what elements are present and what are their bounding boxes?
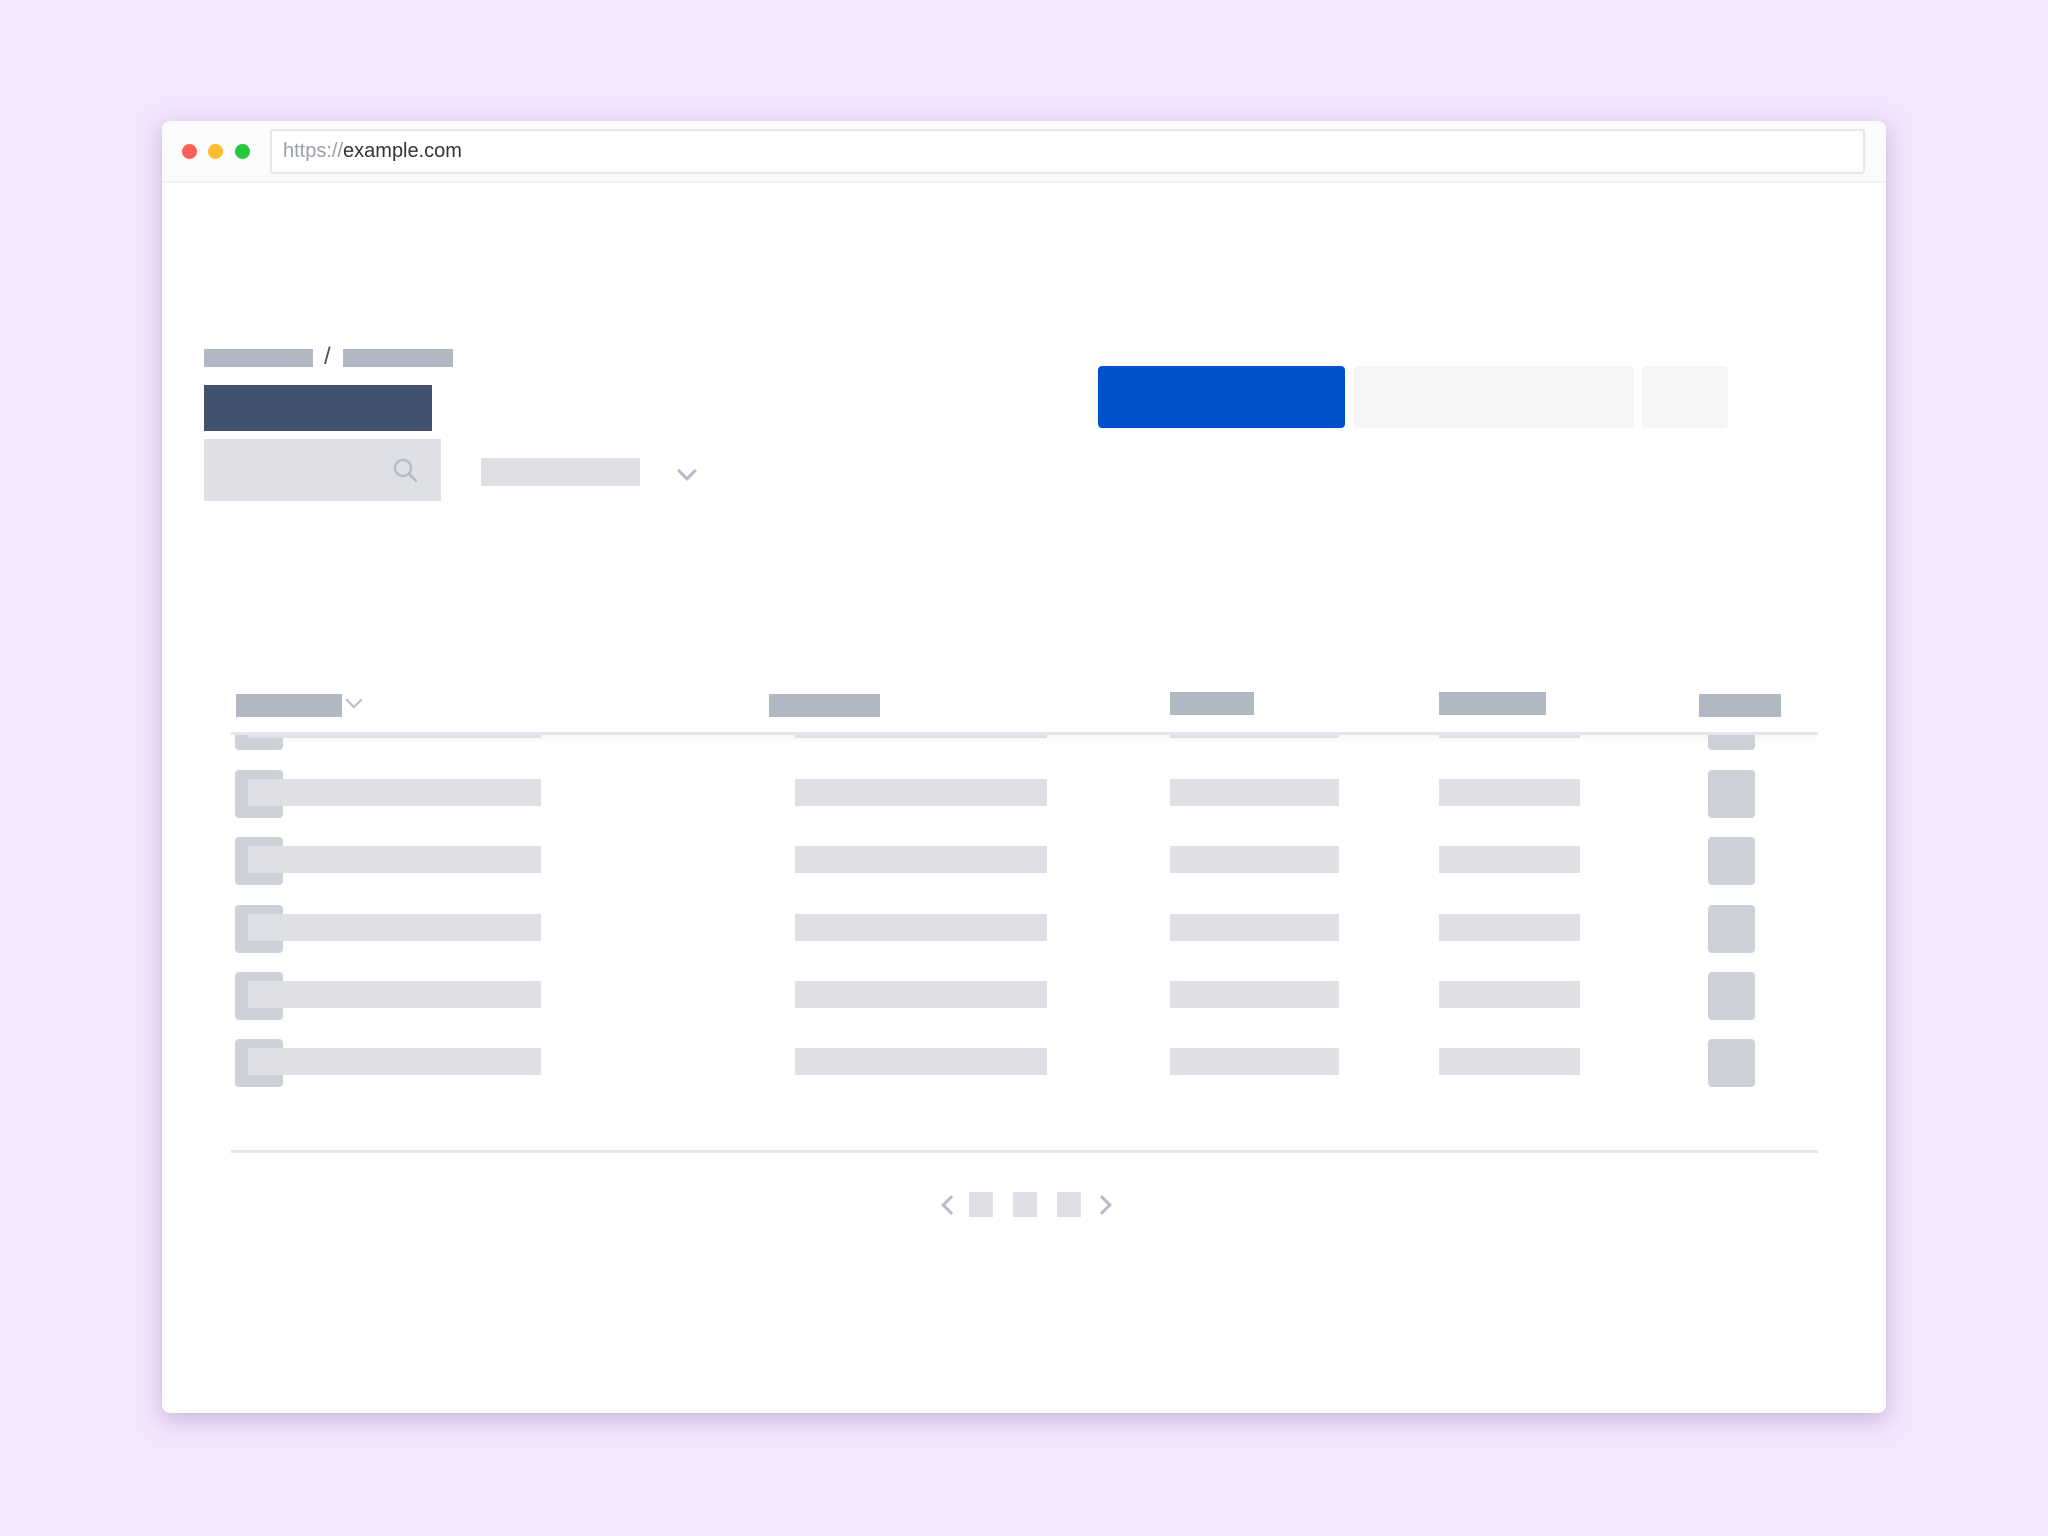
page-button[interactable] bbox=[1057, 1192, 1081, 1217]
chevron-down-icon[interactable] bbox=[345, 691, 363, 709]
cell-3 bbox=[1170, 846, 1339, 874]
chevron-down-icon[interactable] bbox=[677, 461, 697, 481]
cell-1 bbox=[248, 778, 541, 806]
cell-3 bbox=[1170, 778, 1339, 806]
cell-3 bbox=[1170, 913, 1339, 941]
table-row[interactable] bbox=[231, 898, 1818, 965]
secondary-button[interactable] bbox=[1354, 366, 1634, 428]
filter-dropdown[interactable] bbox=[481, 458, 640, 486]
row-avatar bbox=[235, 735, 283, 751]
url-host: example.com bbox=[343, 140, 462, 162]
row-action[interactable] bbox=[1708, 904, 1755, 953]
row-action[interactable] bbox=[1708, 1039, 1755, 1088]
address-bar[interactable]: https://example.com bbox=[270, 129, 1865, 174]
cell-1 bbox=[248, 1048, 541, 1076]
cell-2 bbox=[795, 913, 1047, 941]
close-window-button[interactable] bbox=[182, 144, 197, 159]
cell-4 bbox=[1439, 981, 1580, 1008]
cell-4 bbox=[1439, 735, 1580, 739]
browser-window: https://example.com / bbox=[162, 121, 1886, 1413]
column-header-3[interactable] bbox=[1170, 692, 1254, 715]
more-button[interactable] bbox=[1642, 366, 1728, 428]
table-footer-divider bbox=[231, 1150, 1818, 1153]
cell-4 bbox=[1439, 778, 1580, 806]
column-header-4[interactable] bbox=[1439, 692, 1546, 715]
column-header-1[interactable] bbox=[236, 694, 342, 717]
cell-4 bbox=[1439, 913, 1580, 941]
page-title bbox=[204, 385, 432, 431]
cell-1 bbox=[248, 913, 541, 941]
table-header-divider bbox=[231, 732, 1818, 735]
cell-2 bbox=[795, 735, 1047, 739]
table-body[interactable] bbox=[231, 735, 1818, 1151]
breadcrumb-separator: / bbox=[324, 343, 331, 370]
table-row[interactable] bbox=[231, 830, 1818, 897]
cell-1 bbox=[248, 981, 541, 1008]
cell-3 bbox=[1170, 735, 1339, 739]
cell-3 bbox=[1170, 981, 1339, 1008]
page-button[interactable] bbox=[969, 1192, 993, 1217]
search-icon bbox=[393, 458, 418, 483]
cell-1 bbox=[248, 735, 541, 739]
cell-3 bbox=[1170, 1048, 1339, 1076]
table-row[interactable] bbox=[231, 1032, 1818, 1099]
maximize-window-button[interactable] bbox=[235, 144, 250, 159]
primary-button[interactable] bbox=[1098, 366, 1345, 428]
column-header-2[interactable] bbox=[769, 694, 880, 717]
cell-2 bbox=[795, 1048, 1047, 1076]
table-row[interactable] bbox=[231, 965, 1818, 1032]
column-header-5[interactable] bbox=[1699, 694, 1781, 717]
breadcrumb-item-1[interactable] bbox=[204, 349, 313, 367]
row-action[interactable] bbox=[1708, 769, 1755, 818]
cell-1 bbox=[248, 846, 541, 874]
url-scheme: https:// bbox=[283, 140, 344, 162]
breadcrumb-item-2[interactable] bbox=[343, 349, 453, 367]
cell-2 bbox=[795, 778, 1047, 806]
table-row[interactable] bbox=[231, 735, 1818, 762]
chevron-left-icon[interactable] bbox=[941, 1195, 961, 1215]
row-action[interactable] bbox=[1708, 735, 1755, 751]
row-action[interactable] bbox=[1708, 972, 1755, 1020]
page-button[interactable] bbox=[1013, 1192, 1037, 1217]
cell-4 bbox=[1439, 1048, 1580, 1076]
minimize-window-button[interactable] bbox=[208, 144, 223, 159]
cell-4 bbox=[1439, 846, 1580, 874]
cell-2 bbox=[795, 846, 1047, 874]
table-row[interactable] bbox=[231, 763, 1818, 830]
row-action[interactable] bbox=[1708, 837, 1755, 886]
chevron-right-icon[interactable] bbox=[1092, 1195, 1112, 1215]
browser-toolbar: https://example.com bbox=[162, 121, 1886, 183]
cell-2 bbox=[795, 981, 1047, 1008]
search-input[interactable] bbox=[204, 439, 441, 501]
